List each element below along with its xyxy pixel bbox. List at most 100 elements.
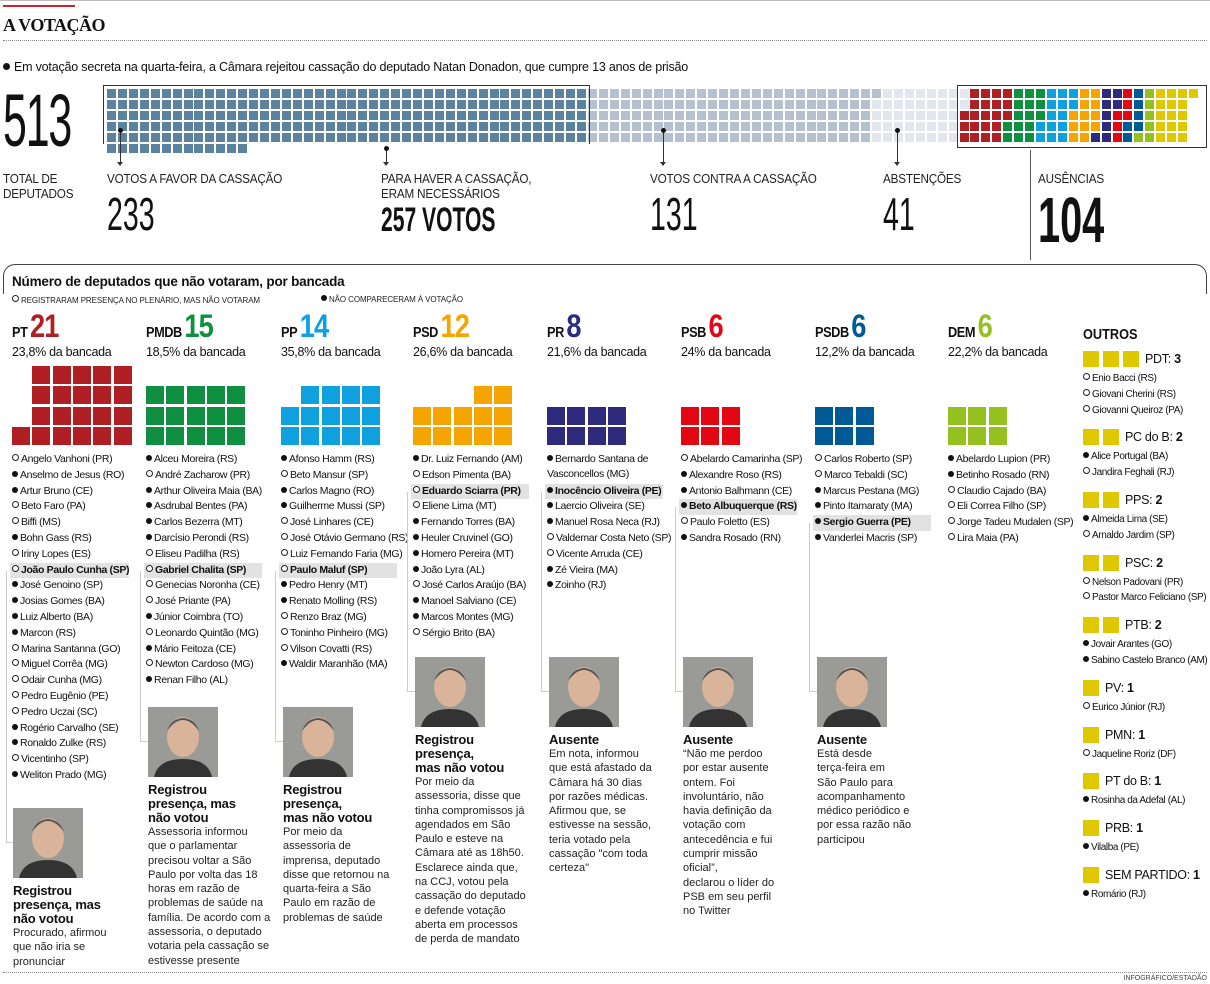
- vote-cell: [566, 133, 576, 142]
- party-square: [206, 386, 225, 405]
- vote-cell: [555, 111, 565, 120]
- party-square: [835, 406, 854, 425]
- vote-cell: [205, 100, 215, 109]
- contra-value: 131: [650, 188, 698, 240]
- vote-cell: [1101, 111, 1111, 120]
- vote-cell: [751, 100, 761, 109]
- vote-cell: [467, 111, 477, 120]
- party-square: [93, 366, 112, 385]
- vote-cell: [1014, 133, 1024, 142]
- vote-cell: [183, 89, 193, 98]
- vote-cell: [1145, 111, 1155, 120]
- deputy-name: Vanderlei Macris (SP): [813, 531, 917, 547]
- vote-cell: [708, 122, 718, 131]
- vote-cell: [1036, 89, 1046, 98]
- vote-cell: [817, 122, 827, 131]
- vote-cell: [369, 133, 379, 142]
- party-square: [146, 406, 164, 425]
- other-party-header: PDT: 3: [1083, 350, 1210, 368]
- party-count: 21: [29, 308, 59, 344]
- party-square: [494, 386, 513, 405]
- vote-cell: [183, 133, 193, 142]
- vote-cell: [1123, 111, 1133, 120]
- vote-cell: [216, 89, 226, 98]
- vote-cell: [751, 111, 761, 120]
- other-party-count: 1: [1126, 680, 1134, 695]
- others-title: OUTROS: [1083, 326, 1138, 343]
- vote-cell: [270, 133, 280, 142]
- vote-cell: [664, 111, 674, 120]
- deputy-name: José Otávio Germano (RS): [279, 531, 409, 547]
- vote-cell: [566, 122, 576, 131]
- vote-cell: [730, 111, 739, 120]
- other-party-name: PDT:: [1145, 352, 1171, 366]
- vote-cell: [1003, 89, 1013, 98]
- party-square: [1083, 429, 1099, 446]
- vote-cell: [107, 89, 116, 98]
- party-square: [186, 406, 205, 425]
- abstention-label: ABSTENÇÕES: [883, 171, 962, 186]
- party-count: 6: [708, 308, 723, 344]
- party-label: PMDB: [146, 324, 182, 341]
- vote-cell: [686, 133, 696, 142]
- vote-cell: [1025, 100, 1035, 109]
- party-square: [607, 406, 626, 425]
- vote-cell: [1090, 111, 1100, 120]
- divider: [3, 40, 1207, 41]
- vote-cell: [227, 100, 237, 109]
- vote-cell: [1014, 111, 1024, 120]
- vote-cell: [915, 122, 925, 131]
- vote-cell: [260, 100, 270, 109]
- party-square: [1083, 554, 1099, 571]
- vote-cell: [730, 122, 739, 131]
- other-party-count: 2: [1154, 618, 1162, 633]
- vote-cell: [948, 122, 958, 131]
- deputy-name: Paulo Maluf (SP): [279, 562, 397, 579]
- vote-cell: [795, 122, 805, 131]
- vote-cell: [238, 89, 248, 98]
- deputy-name: Arthur Oliveira Maia (BA): [144, 484, 262, 500]
- vote-cell: [686, 111, 696, 120]
- other-party-header: SEM PARTIDO: 1: [1083, 866, 1210, 884]
- vote-cell: [500, 100, 510, 109]
- vote-cell: [391, 111, 401, 120]
- vote-cell: [544, 111, 554, 120]
- vote-cell: [380, 122, 390, 131]
- vote-cell: [270, 89, 280, 98]
- vote-cell: [1046, 89, 1056, 98]
- vote-cell: [1057, 133, 1067, 142]
- page-title: A VOTAÇÃO: [3, 15, 106, 35]
- vote-cell: [139, 111, 149, 120]
- vote-cell: [1123, 133, 1133, 142]
- vote-cell: [227, 144, 237, 153]
- party-square: [1103, 351, 1119, 367]
- party-label: PSB: [681, 324, 706, 341]
- vote-cell: [478, 122, 488, 131]
- party-square: [321, 427, 340, 445]
- vote-cell: [784, 133, 794, 142]
- vote-cell: [303, 89, 313, 98]
- vote-cell: [861, 133, 871, 142]
- vote-cell: [981, 122, 991, 131]
- vote-cell: [576, 89, 586, 98]
- vote-cell: [1046, 100, 1056, 109]
- party-square: [968, 427, 987, 445]
- party-percent: 18,5% da bancada: [146, 345, 246, 359]
- vote-cell: [992, 111, 1002, 120]
- vote-cell: [740, 111, 750, 120]
- vote-cell: [423, 89, 433, 98]
- vote-cell: [948, 100, 958, 109]
- vote-cell: [1101, 122, 1111, 131]
- deputy-name: Gabriel Chalita (SP): [144, 562, 262, 579]
- vote-cell: [992, 122, 1002, 131]
- vote-cell: [773, 89, 783, 98]
- party-square: [113, 427, 132, 445]
- vote-cell: [1112, 122, 1122, 131]
- vote-cell: [413, 100, 423, 109]
- vote-cell: [1079, 133, 1089, 142]
- vote-cell: [150, 100, 160, 109]
- deputy-name: Almeida Lima (SE): [1083, 512, 1210, 528]
- vote-cell: [1014, 89, 1024, 98]
- deputy-name: Eliseu Padilha (RS): [144, 547, 240, 563]
- vote-cell: [161, 89, 171, 98]
